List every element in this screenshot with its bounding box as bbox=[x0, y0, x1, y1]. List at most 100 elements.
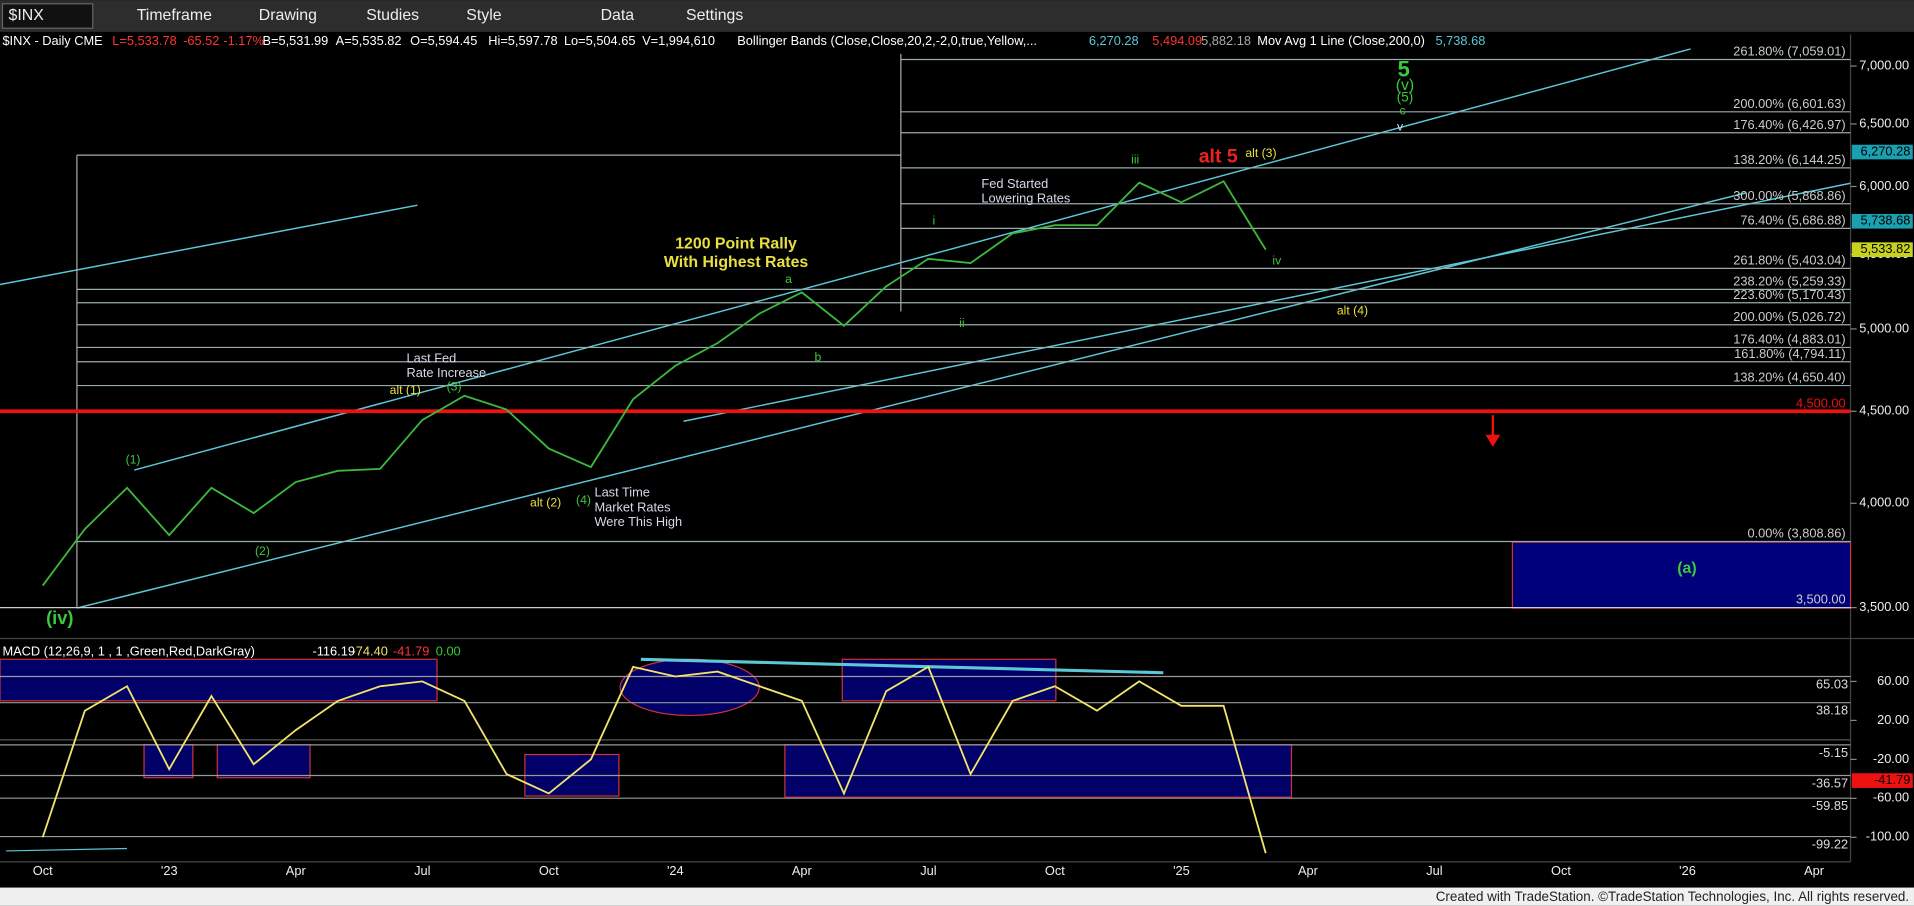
annotation: c bbox=[1399, 103, 1405, 117]
x-tick-label: Oct bbox=[1551, 863, 1571, 878]
trendline bbox=[6, 847, 127, 852]
level-label: -99.22 bbox=[1812, 836, 1848, 851]
price-badge-label: 6,270.28 bbox=[1861, 143, 1911, 158]
annotation: Last Time bbox=[594, 485, 649, 500]
annotation: (5) bbox=[1397, 89, 1413, 104]
x-tick-label: Jul bbox=[920, 863, 936, 878]
quote: 5,738.68 bbox=[1436, 33, 1486, 48]
x-tick-label: '24 bbox=[667, 863, 684, 878]
annotation: Lowering Rates bbox=[981, 190, 1070, 205]
x-tick-label: Jul bbox=[1426, 863, 1442, 878]
annotation: (a) bbox=[1677, 560, 1696, 577]
x-tick-label: Apr bbox=[792, 863, 813, 878]
divergence-line bbox=[640, 657, 1164, 675]
annotation: ii bbox=[959, 316, 964, 330]
annotation: alt (2) bbox=[530, 495, 561, 509]
level-label: 65.03 bbox=[1816, 676, 1848, 691]
annotation: alt (4) bbox=[1337, 304, 1368, 318]
macd-readout: -74.40 bbox=[352, 643, 388, 658]
fib-label: 200.00% (6,601.63) bbox=[1733, 96, 1845, 111]
macd-box bbox=[784, 744, 1293, 798]
plot: 3,500.004,000.004,500.005,000.005,500.00… bbox=[0, 33, 1913, 878]
annotation: Last Fed bbox=[406, 350, 456, 365]
price-badge bbox=[1851, 773, 1913, 788]
annotation: (3) bbox=[447, 379, 462, 393]
price-badge bbox=[1851, 213, 1913, 229]
annotation: (v) bbox=[1396, 77, 1414, 94]
macd-header: MACD (12,26,9, 1 , 1 ,Green,Red,DarkGray… bbox=[2, 643, 254, 658]
price-badge-label: 5,738.68 bbox=[1861, 213, 1911, 228]
toolbar-item[interactable]: Settings bbox=[686, 7, 743, 24]
fib-label: 300.00% (5,868.86) bbox=[1733, 188, 1845, 203]
y-tick-label: 5,000.00 bbox=[1859, 320, 1909, 335]
x-tick-label: Apr bbox=[1804, 863, 1825, 878]
annotation: (1) bbox=[126, 453, 141, 467]
symbol-box[interactable] bbox=[1, 3, 94, 29]
y-tick-label: 6,000.00 bbox=[1859, 178, 1909, 193]
annotation: a bbox=[785, 272, 792, 286]
macd-readout: -41.79 bbox=[393, 643, 429, 658]
price-badge-label: -41.79 bbox=[1874, 772, 1910, 787]
toolbar-item[interactable]: Timeframe bbox=[137, 7, 212, 24]
toolbar bbox=[0, 0, 1914, 32]
price-badge-label: 5,533.82 bbox=[1861, 241, 1911, 256]
x-tick-label: Jul bbox=[414, 863, 430, 878]
quote: -65.52 bbox=[183, 33, 219, 48]
y-tick-label: -100.00 bbox=[1866, 829, 1909, 844]
fib-label: 200.00% (5,026.72) bbox=[1733, 309, 1845, 324]
annotation: Market Rates bbox=[594, 499, 670, 514]
chart-header: $INX - Daily CME bbox=[2, 33, 102, 48]
y-tick-label: 6,500.00 bbox=[1859, 115, 1909, 130]
arrow-head bbox=[1485, 434, 1501, 447]
target-box bbox=[1511, 541, 1852, 609]
annotation: b bbox=[814, 350, 821, 364]
fib-label: 138.20% (6,144.25) bbox=[1733, 152, 1845, 167]
symbol[interactable]: $INX bbox=[9, 7, 45, 24]
annotation: Fed Started bbox=[981, 176, 1048, 191]
x-tick-label: '23 bbox=[161, 863, 178, 878]
series-line bbox=[41, 665, 1267, 854]
quote: 6,270.28 bbox=[1089, 33, 1139, 48]
x-tick-label: Apr bbox=[1298, 863, 1319, 878]
quote: Bollinger Bands (Close,Close,20,2,-2,0,t… bbox=[737, 33, 1037, 48]
annotation: alt 5 bbox=[1199, 146, 1238, 168]
price-badge bbox=[1851, 242, 1913, 257]
y-tick-label: 20.00 bbox=[1877, 712, 1909, 727]
annotation: alt (1) bbox=[390, 383, 421, 397]
fib-label: 176.40% (4,883.01) bbox=[1733, 331, 1845, 346]
toolbar-item[interactable]: Data bbox=[601, 7, 635, 24]
quote: A=5,535.82 bbox=[336, 33, 402, 48]
toolbar-item[interactable]: Style bbox=[466, 7, 501, 24]
annotation: With Highest Rates bbox=[664, 254, 809, 271]
toolbar-item[interactable]: Drawing bbox=[259, 7, 317, 24]
x-tick-label: Oct bbox=[1045, 863, 1065, 878]
annotation: 1200 Point Rally bbox=[675, 235, 797, 252]
macd-readout: -116.19 bbox=[312, 643, 354, 658]
quote: Lo=5,504.65 bbox=[564, 33, 636, 48]
quote: Mov Avg 1 Line (Close,200,0) bbox=[1257, 33, 1425, 48]
toolbar-item[interactable]: Studies bbox=[366, 7, 419, 24]
quote: 5,494.09 bbox=[1152, 33, 1202, 48]
quote: 5,882.18 bbox=[1201, 33, 1251, 48]
footer-bar bbox=[0, 887, 1914, 906]
quote: B=5,531.99 bbox=[262, 33, 328, 48]
annotation: iv bbox=[1272, 254, 1282, 268]
level-label: 3,500.00 bbox=[1796, 592, 1846, 607]
footer: Created with TradeStation. ©TradeStation… bbox=[1436, 889, 1909, 904]
y-tick-label: -60.00 bbox=[1873, 790, 1909, 805]
series-line bbox=[41, 180, 1267, 587]
annotation: 5 bbox=[1398, 57, 1410, 82]
annotation: Rate Increase bbox=[406, 365, 486, 380]
annotation: iii bbox=[1131, 152, 1139, 166]
quote: -1.17% bbox=[223, 33, 264, 48]
annotation: v bbox=[1397, 119, 1404, 133]
macd-box bbox=[0, 658, 438, 702]
fib-label: 161.80% (4,794.11) bbox=[1734, 346, 1845, 361]
level-label: -5.15 bbox=[1819, 745, 1848, 760]
trendline bbox=[0, 204, 418, 286]
y-tick-label: 3,500.00 bbox=[1859, 599, 1909, 614]
x-tick-label: Oct bbox=[33, 863, 53, 878]
level-label: -36.57 bbox=[1812, 775, 1848, 790]
